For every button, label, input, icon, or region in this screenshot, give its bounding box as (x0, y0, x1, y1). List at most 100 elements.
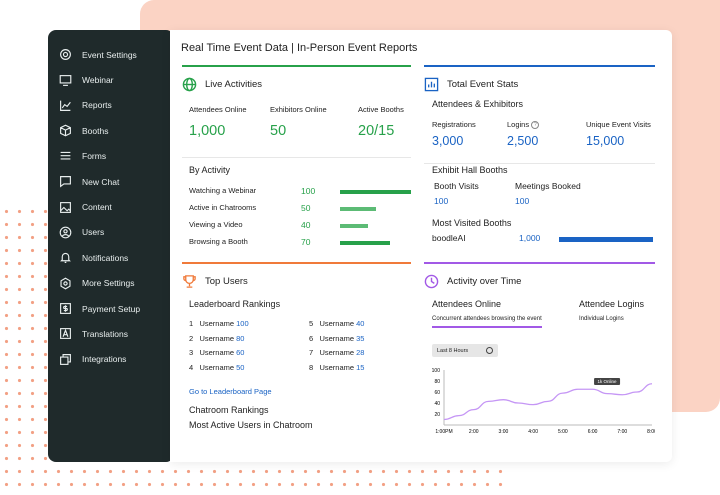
bar-chart-icon (424, 77, 439, 92)
score: 80 (236, 334, 244, 343)
x-tick-label: 5:00 (558, 429, 568, 435)
meetings-label: Meetings Booked (515, 181, 581, 191)
sidebar-item-new-chat[interactable]: New Chat (48, 169, 174, 194)
activity-label: Browsing a Booth (189, 237, 248, 246)
monitor-icon (59, 74, 72, 87)
leaderboard-row: 7 Username 28 (309, 348, 364, 357)
score: 50 (236, 363, 244, 372)
activity-value: 70 (301, 237, 310, 247)
logins-value: 2,500 (507, 134, 538, 148)
username[interactable]: Username (199, 348, 234, 357)
stat-label-text: Logins (507, 120, 529, 129)
y-tick-label: 40 (434, 401, 440, 407)
time-range-select[interactable]: Last 8 Hours (432, 344, 498, 357)
username[interactable]: Username (319, 363, 354, 372)
section-title: Chatroom Rankings (189, 405, 269, 415)
rank: 4 (189, 363, 193, 372)
x-tick-label: 2:00 (469, 429, 479, 435)
activity-over-time-panel: Activity over Time Attendees Online Conc… (424, 262, 655, 460)
score: 35 (356, 334, 364, 343)
clock-icon (424, 274, 439, 289)
clock-icon (486, 347, 493, 354)
y-tick-label: 60 (434, 390, 440, 396)
activity-value: 40 (301, 220, 310, 230)
top-users-panel: Top Users Leaderboard Rankings 1 Usernam… (182, 262, 411, 460)
activity-bar (340, 207, 376, 211)
sidebar-item-notifications[interactable]: Notifications (48, 245, 174, 270)
panel-title: Top Users (205, 276, 248, 287)
image-icon (59, 201, 72, 214)
y-tick-label: 100 (432, 368, 441, 374)
sidebar-item-label: Content (82, 202, 112, 212)
x-tick-label: 6:00 (588, 429, 598, 435)
sidebar-item-reports[interactable]: Reports (48, 93, 174, 118)
report-card: Real Time Event Data | In-Person Event R… (170, 30, 672, 462)
user-icon (59, 226, 72, 239)
tab-subtitle: Individual Logins (579, 316, 624, 322)
box-icon (59, 124, 72, 137)
leaderboard-row: 1 Username 100 (189, 319, 249, 328)
x-tick-label: 1:00PM (435, 429, 452, 435)
rank: 6 (309, 334, 313, 343)
sidebar-item-label: Webinar (82, 75, 114, 85)
panel-title: Activity over Time (447, 276, 521, 287)
booth-name: boodleAI (432, 233, 466, 243)
sidebar-item-label: Users (82, 227, 104, 237)
series-line (444, 384, 652, 420)
integrations-icon (59, 353, 72, 366)
x-tick-label: 3:00 (499, 429, 509, 435)
score: 100 (236, 319, 249, 328)
trophy-icon (182, 274, 197, 289)
sidebar-item-integrations[interactable]: Integrations (48, 347, 174, 372)
leaderboard-link[interactable]: Go to Leaderboard Page (189, 387, 272, 396)
tooltip-text: 1k Online (598, 379, 618, 384)
range-label: Last 8 Hours (437, 348, 468, 354)
booth-bar (559, 237, 653, 242)
x-tick-label: 4:00 (528, 429, 538, 435)
sidebar-item-label: Translations (82, 329, 128, 339)
divider (182, 65, 411, 67)
leaderboard-row: 6 Username 35 (309, 334, 364, 343)
sidebar-item-label: Reports (82, 100, 112, 110)
stat-label: Exhibitors Online (270, 105, 327, 114)
tab-attendee-logins[interactable]: Attendee Logins (579, 299, 644, 309)
username[interactable]: Username (199, 363, 234, 372)
username[interactable]: Username (199, 319, 234, 328)
username[interactable]: Username (319, 348, 354, 357)
sidebar-item-payment-setup[interactable]: Payment Setup (48, 296, 174, 321)
activity-value: 100 (301, 186, 315, 196)
help-icon[interactable]: ? (531, 121, 539, 129)
sidebar-item-event-settings[interactable]: Event Settings (48, 42, 174, 67)
live-activities-panel: Live Activities Attendees Online Exhibit… (182, 65, 411, 255)
tab-attendees-online[interactable]: Attendees Online (432, 299, 501, 309)
sidebar-item-label: Notifications (82, 253, 128, 263)
section-title: By Activity (189, 165, 230, 175)
rank: 8 (309, 363, 313, 372)
page-title: Real Time Event Data | In-Person Event R… (181, 42, 417, 54)
meetings-value: 100 (515, 196, 529, 206)
sidebar-item-more-settings[interactable]: More Settings (48, 271, 174, 296)
form-icon (59, 150, 72, 163)
rank: 2 (189, 334, 193, 343)
section-title: Attendees & Exhibitors (432, 99, 523, 109)
unique-visits-value: 15,000 (586, 134, 624, 148)
sidebar-item-label: Event Settings (82, 50, 137, 60)
activity-value: 50 (301, 203, 310, 213)
sidebar-item-content[interactable]: Content (48, 194, 174, 219)
activity-bar (340, 224, 368, 228)
hexagon-settings-icon (59, 277, 72, 290)
attendees-online-value: 1,000 (189, 123, 225, 139)
sidebar-item-translations[interactable]: Translations (48, 321, 174, 346)
stat-label: Attendees Online (189, 105, 247, 114)
username[interactable]: Username (199, 334, 234, 343)
sidebar-item-users[interactable]: Users (48, 220, 174, 245)
leaderboard-row: 8 Username 15 (309, 363, 364, 372)
sidebar-item-forms[interactable]: Forms (48, 144, 174, 169)
score: 15 (356, 363, 364, 372)
sidebar-item-webinar[interactable]: Webinar (48, 67, 174, 92)
username[interactable]: Username (319, 334, 354, 343)
sidebar-item-booths[interactable]: Booths (48, 118, 174, 143)
username[interactable]: Username (319, 319, 354, 328)
